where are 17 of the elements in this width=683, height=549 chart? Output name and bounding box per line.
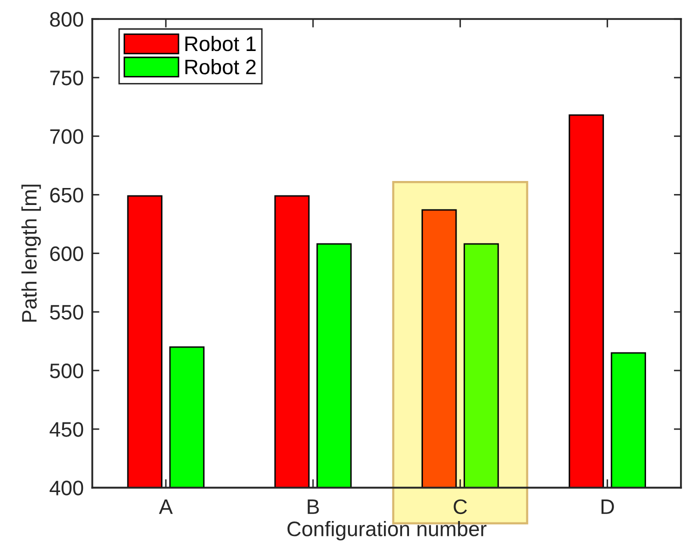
y-axis-title: Path length [m] <box>21 184 41 322</box>
y-tick-label: 450 <box>50 422 84 437</box>
y-tick-label: 700 <box>50 129 84 144</box>
x-tick-label: C <box>454 499 467 514</box>
x-tick-label: B <box>308 500 319 514</box>
y-tick-label: 800 <box>50 12 84 27</box>
y-tick-label: 650 <box>50 188 84 203</box>
y-tick-label: 600 <box>50 246 84 262</box>
legend-label: Robot 2 <box>185 59 256 74</box>
y-tick-label: 400 <box>50 480 84 496</box>
legend-label: Robot 1 <box>185 36 256 52</box>
y-tick-label: 500 <box>50 364 84 378</box>
x-tick-label: D <box>602 500 614 514</box>
y-tick-label: 550 <box>50 304 84 320</box>
y-tick-label: 750 <box>50 70 84 86</box>
x-axis-title: Configuration number <box>288 520 486 540</box>
x-tick-label: A <box>158 500 173 514</box>
